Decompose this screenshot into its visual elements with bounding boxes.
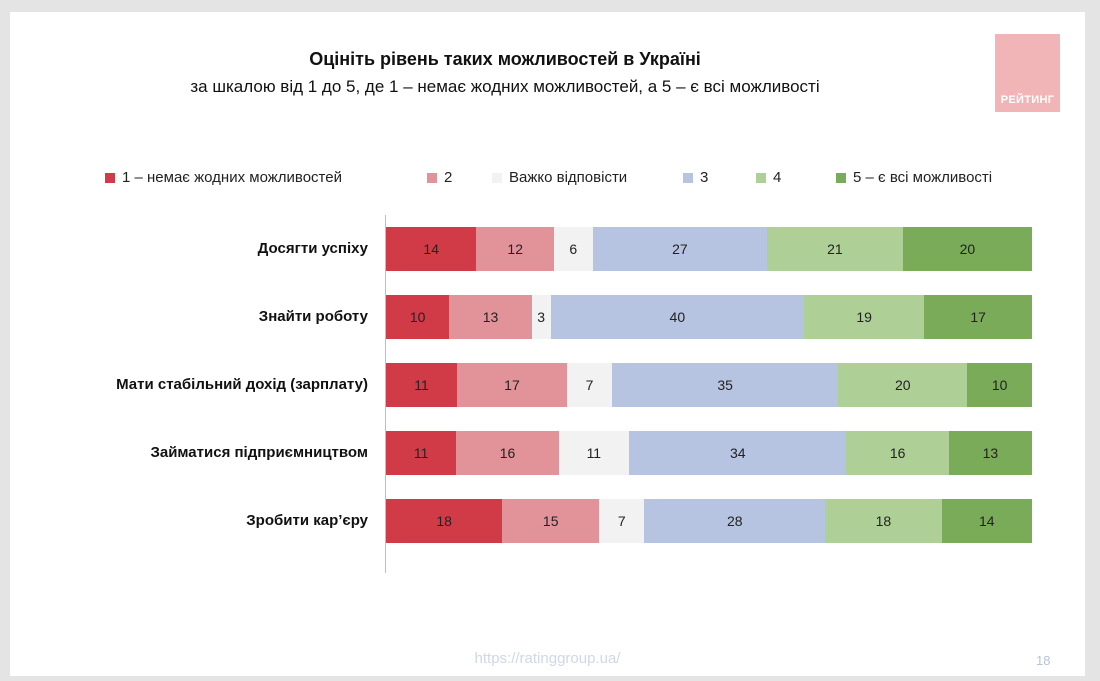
data-label: 10 xyxy=(991,377,1008,393)
data-label: 17 xyxy=(970,309,986,325)
bar-segment: 18 xyxy=(825,499,942,543)
legend-swatch xyxy=(105,172,115,183)
chart-subtitle: за шкалою від 1 до 5, де 1 – немає жодни… xyxy=(190,77,820,96)
category-label: Зробити кар’єру xyxy=(246,512,368,529)
data-label: 19 xyxy=(856,309,872,325)
data-label: 40 xyxy=(669,309,686,325)
bar-segment: 13 xyxy=(449,295,532,339)
bar-row: 10 13 3 40 19 17 xyxy=(386,295,1032,339)
bar-segment: 14 xyxy=(386,227,477,271)
legend-item: Важко відповісти xyxy=(492,169,627,186)
slide: РЕЙТИНГ Оцініть рівень таких можливостей… xyxy=(10,12,1085,676)
bar-segment: 27 xyxy=(592,227,768,271)
category-label: Досягти успіху xyxy=(257,240,368,257)
data-label: 6 xyxy=(569,241,578,257)
data-label: 11 xyxy=(413,445,429,461)
data-label: 3 xyxy=(537,309,546,325)
data-label: 12 xyxy=(507,241,523,257)
data-label: 7 xyxy=(585,377,594,393)
bar-segment: 17 xyxy=(457,363,567,407)
data-label: 20 xyxy=(894,377,911,393)
data-label: 13 xyxy=(982,445,999,461)
data-label: 7 xyxy=(617,513,626,529)
bar-segment: 18 xyxy=(386,499,503,543)
data-label: 27 xyxy=(672,241,688,257)
data-label: 14 xyxy=(978,513,995,529)
bar-segment: 15 xyxy=(502,499,600,543)
legend-item: 2 xyxy=(427,169,452,186)
bar-segment: 20 xyxy=(902,227,1032,271)
bar-segment: 11 xyxy=(558,431,630,475)
legend-label: 3 xyxy=(700,169,709,186)
bar-segment: 40 xyxy=(550,295,804,339)
data-label: 15 xyxy=(542,513,559,529)
chart-legend: 1 – немає жодних можливостей 2 Важко відпо… xyxy=(105,169,1005,193)
data-label: 17 xyxy=(504,377,520,393)
legend-item: 5 – є всі можливості xyxy=(836,169,992,186)
data-label: 18 xyxy=(875,513,892,529)
data-label: 20 xyxy=(959,241,976,257)
data-label: 21 xyxy=(827,241,843,257)
data-label: 11 xyxy=(586,445,602,461)
category-axis-line xyxy=(385,215,386,573)
bar-segment: 16 xyxy=(846,431,949,475)
legend-label: 4 xyxy=(773,169,782,186)
legend-label: 1 – немає жодних можливостей xyxy=(122,169,342,186)
bar-segment: 10 xyxy=(967,363,1032,407)
data-label: 18 xyxy=(436,513,452,529)
legend-swatch xyxy=(756,172,766,183)
legend-swatch xyxy=(836,172,846,183)
legend-swatch xyxy=(427,172,437,183)
data-label: 16 xyxy=(499,445,516,461)
footer-url[interactable]: https://ratinggroup.ua/ xyxy=(474,650,621,667)
bar-segment: 35 xyxy=(612,363,839,407)
bar-row: 11 16 11 34 16 13 xyxy=(386,431,1032,475)
bar-segment: 34 xyxy=(629,431,847,475)
bar-segment: 17 xyxy=(924,295,1032,339)
bar-row: 18 15 7 28 18 14 xyxy=(386,499,1032,543)
data-label: 11 xyxy=(414,377,429,393)
bar-segment: 13 xyxy=(948,431,1032,475)
data-label: 28 xyxy=(727,513,743,529)
bar-segment: 7 xyxy=(599,499,645,543)
chart-title: Оцініть рівень таких можливостей в Украї… xyxy=(309,49,701,69)
logo-text: РЕЙТИНГ xyxy=(1000,94,1055,106)
data-label: 35 xyxy=(717,377,733,393)
data-label: 13 xyxy=(482,309,499,325)
category-label: Мати стабільний дохід (зарплату) xyxy=(116,376,368,393)
legend-swatch xyxy=(683,172,693,183)
legend-swatch xyxy=(492,172,502,183)
rating-logo: РЕЙТИНГ xyxy=(995,34,1060,112)
data-label: 10 xyxy=(409,309,426,325)
category-label: Займатися підприємництвом xyxy=(150,444,368,461)
legend-label: 5 – є всі можливості xyxy=(853,169,993,186)
legend-item: 4 xyxy=(756,169,781,186)
legend-label: 2 xyxy=(444,169,453,186)
data-label: 34 xyxy=(729,445,746,461)
page-number: 18 xyxy=(1036,653,1051,668)
bar-segment: 7 xyxy=(566,363,613,407)
bar-row: 14 12 6 27 21 20 xyxy=(386,227,1032,271)
bar-segment: 28 xyxy=(644,499,826,543)
bar-segment: 10 xyxy=(386,295,450,339)
bar-segment: 20 xyxy=(838,363,968,407)
bar-segment: 16 xyxy=(456,431,559,475)
legend-item: 1 – немає жодних можливостей xyxy=(105,169,342,186)
category-label: Знайти роботу xyxy=(258,308,368,325)
bar-segment: 11 xyxy=(386,431,457,475)
bar-segment: 11 xyxy=(386,363,458,407)
bar-segment: 21 xyxy=(767,227,903,271)
data-label: 14 xyxy=(423,241,439,257)
bar-segment: 12 xyxy=(476,227,554,271)
legend-label: Важко відповісти xyxy=(509,169,628,186)
bar-row: 11 17 7 35 20 10 xyxy=(386,363,1032,407)
bar-segment: 3 xyxy=(531,295,551,339)
bar-segment: 6 xyxy=(553,227,593,271)
bar-segment: 19 xyxy=(803,295,925,339)
bar-segment: 14 xyxy=(941,499,1032,543)
data-label: 16 xyxy=(889,445,906,461)
legend-item: 3 xyxy=(683,169,708,186)
